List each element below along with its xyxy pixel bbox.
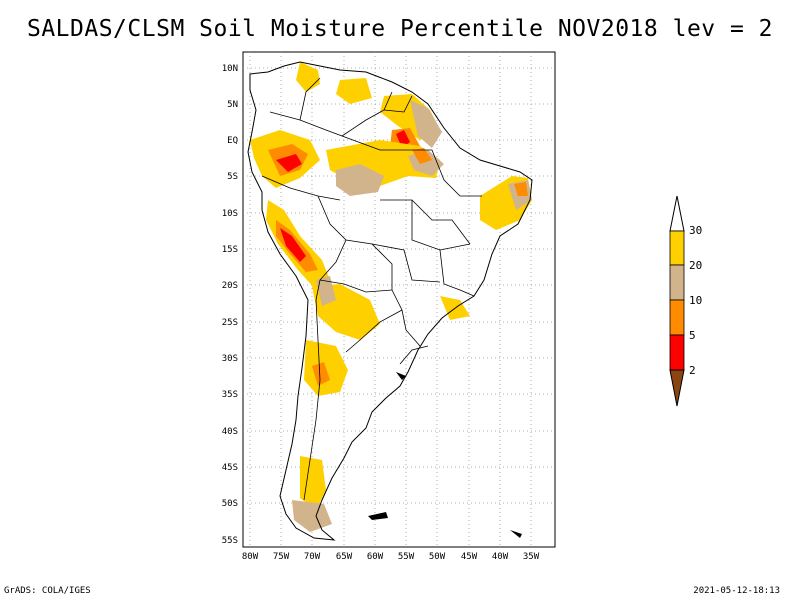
shade-red-ecuador	[276, 154, 302, 172]
legend-label: 2	[689, 364, 696, 377]
lon-label: 55W	[398, 552, 415, 562]
lat-label: 10S	[222, 209, 238, 219]
map-title: SALDAS/CLSM Soil Moisture Percentile NOV…	[26, 16, 774, 42]
lat-labels: 10N 5N EQ 5S 10S 15S 20S 25S 30S 35S 40S…	[222, 64, 238, 546]
legend-label: 10	[689, 294, 702, 307]
lon-label: 45W	[461, 552, 478, 562]
lon-label: 60W	[367, 552, 384, 562]
lon-label: 75W	[273, 552, 290, 562]
lon-label: 80W	[242, 552, 259, 562]
islands	[368, 372, 522, 538]
lat-label: 45S	[222, 463, 238, 473]
color-legend: 30 20 10 5 2	[669, 195, 702, 407]
footer-credit: GrADS: COLA/IGES	[4, 586, 91, 596]
lat-label: EQ	[227, 136, 238, 146]
footer-timestamp: 2021-05-12-18:13	[693, 586, 780, 596]
lat-label: 55S	[222, 536, 238, 546]
shade-tan-guiana	[410, 100, 442, 148]
lat-label: 50S	[222, 499, 238, 509]
lat-label: 10N	[222, 64, 238, 74]
lat-label: 5N	[227, 100, 238, 110]
legend-label: 20	[689, 259, 702, 272]
country-borders	[261, 77, 482, 501]
legend-label: 5	[689, 329, 696, 342]
lon-labels: 80W 75W 70W 65W 60W 55W 50W 45W 40W 35W	[242, 552, 540, 562]
lat-label: 25S	[222, 318, 238, 328]
shade-orange-northeast	[514, 182, 528, 196]
shade-yellow-patagonia	[300, 456, 326, 510]
lon-label: 35W	[523, 552, 540, 562]
lat-label: 30S	[222, 354, 238, 364]
lat-label: 15S	[222, 245, 238, 255]
shade-red-peru	[280, 228, 306, 262]
shade-yellow-north	[296, 62, 320, 92]
lon-label: 65W	[336, 552, 353, 562]
lat-label: 5S	[227, 172, 238, 182]
lon-label: 50W	[429, 552, 446, 562]
shade-yellow-north-2	[336, 78, 372, 104]
lon-label: 70W	[304, 552, 321, 562]
continent-outline	[247, 61, 533, 541]
map-frame	[242, 51, 556, 548]
shade-tan-patagonia	[292, 500, 332, 532]
lat-label: 20S	[222, 281, 238, 291]
legend-label: 30	[689, 224, 702, 237]
shade-red-guiana	[396, 130, 410, 148]
legend-bin-10	[669, 299, 685, 336]
shaded-areas	[250, 62, 532, 532]
shade-orange-amazon	[412, 148, 432, 164]
shade-orange-argentina	[312, 362, 330, 386]
legend-bottom-arrow	[669, 369, 685, 407]
lon-label: 40W	[492, 552, 509, 562]
legend-top-arrow	[669, 195, 685, 232]
lat-label: 35S	[222, 390, 238, 400]
legend-bin-5	[669, 334, 685, 371]
legend-bin-30	[669, 230, 685, 266]
legend-bin-20	[669, 264, 685, 301]
shade-tan-bolivia	[316, 276, 336, 306]
lat-label: 40S	[222, 427, 238, 437]
shade-tan-amazon	[336, 164, 384, 196]
